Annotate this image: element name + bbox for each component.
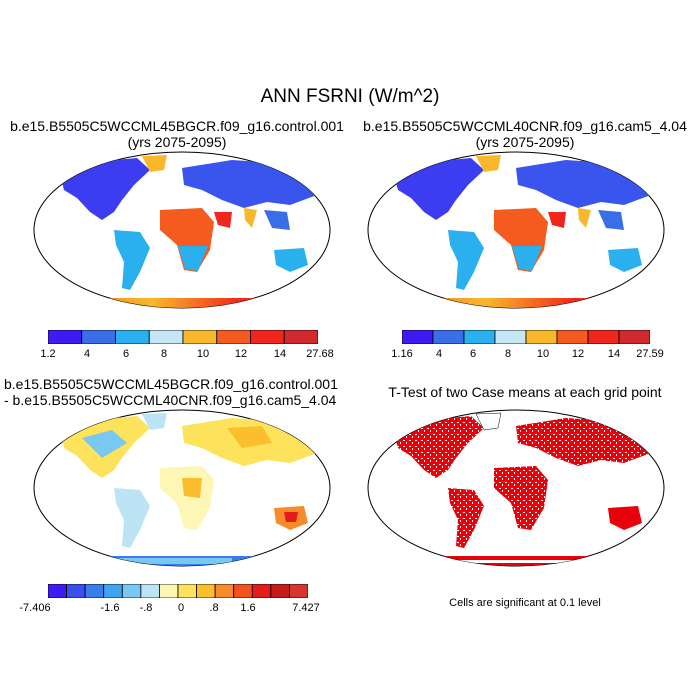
cbar2-label-1: 4	[435, 348, 443, 360]
cbar1-label-1: 4	[83, 348, 91, 360]
cbar3-label-6: 7.427	[292, 602, 320, 614]
colorbar-swatch	[525, 330, 558, 344]
africa-south	[178, 246, 208, 271]
panel-2-map	[367, 151, 665, 309]
cbar2-label-5: 12	[571, 348, 585, 360]
colorbar-swatch	[432, 330, 465, 344]
panel-2-colorbar	[402, 330, 650, 344]
cbar1-label-5: 12	[234, 348, 248, 360]
significance-note: Cells are significant at 0.1 level	[449, 597, 601, 609]
colorbar-swatch	[556, 330, 589, 344]
colorbar-swatch	[148, 330, 184, 344]
colorbar-swatch	[121, 584, 142, 598]
cbar2-label-6: 14	[607, 348, 621, 360]
panel-4-map	[367, 409, 665, 567]
cbar3-label-3: 0	[177, 602, 185, 614]
colorbar-swatch	[214, 584, 235, 598]
colorbar-swatch	[66, 584, 86, 598]
colorbar-swatch	[177, 584, 197, 598]
cbar3-label-2: -.8	[139, 602, 153, 614]
colorbar-swatch	[618, 330, 650, 344]
cbar1-label-6: 14	[273, 348, 287, 360]
se-asia	[264, 210, 290, 230]
colorbar-swatch	[140, 584, 160, 598]
cbar1-label-3: 8	[160, 348, 168, 360]
panel-4-title: T-Test of two Case means at each grid po…	[388, 384, 662, 400]
colorbar-swatch	[115, 330, 150, 344]
cbar1-label-7: 27.68	[306, 348, 334, 360]
india	[244, 208, 257, 228]
panel-3-title: b.e15.B5505C5WCCML45BGCR.f09_g16.control…	[4, 376, 338, 392]
colorbar-swatch	[48, 330, 83, 344]
cbar2-label-0: 1.16	[391, 348, 413, 360]
panel-2-subtitle: (yrs 2075-2095)	[475, 134, 575, 150]
colorbar-swatch	[250, 330, 285, 344]
colorbar-swatch	[84, 584, 105, 598]
colorbar-swatch	[283, 330, 318, 344]
cbar1-label-2: 6	[122, 348, 130, 360]
antarctica	[34, 298, 330, 308]
colorbar-swatch	[196, 584, 216, 598]
colorbar-swatch	[81, 330, 116, 344]
colorbar-swatch	[270, 584, 290, 598]
australia	[274, 248, 308, 272]
cbar2-label-2: 6	[469, 348, 477, 360]
cbar1-label-4: 10	[196, 348, 210, 360]
arabia	[214, 212, 232, 228]
colorbar-swatch	[182, 330, 218, 344]
colorbar-swatch	[494, 330, 527, 344]
cbar2-label-4: 10	[536, 348, 550, 360]
panel-3-colorbar-labels: -7.406 -1.6 -.8 0 .8 1.6 7.427	[0, 602, 350, 616]
panel-3-subtitle: - b.e15.B5505C5WCCML40CNR.f09_g16.cam5_4…	[4, 392, 337, 408]
figure-title: ANN FSRNI (W/m^2)	[260, 86, 440, 107]
panel-2-title: b.e15.B5505C5WCCML40CNR.f09_g16.cam5_4.0…	[363, 118, 687, 134]
cbar3-label-0: -7.406	[19, 602, 51, 614]
panel-3-map	[33, 409, 331, 567]
colorbar-swatch	[402, 330, 434, 344]
cbar3-label-1: -1.6	[100, 602, 120, 614]
colorbar-swatch	[48, 584, 67, 598]
cbar2-label-7: 27.59	[636, 348, 664, 360]
colorbar-swatch	[463, 330, 496, 344]
cbar3-label-4: .8	[209, 602, 219, 614]
colorbar-swatch	[216, 330, 251, 344]
panel-1-colorbar-labels: 1.2 4 6 8 10 12 14 27.68	[0, 348, 350, 362]
panel-1-subtitle: (yrs 2075-2095)	[127, 134, 227, 150]
colorbar-swatch	[103, 584, 123, 598]
north-america	[60, 158, 150, 220]
panel-1-map	[33, 151, 331, 309]
south-america	[114, 230, 150, 290]
cbar2-label-3: 8	[504, 348, 512, 360]
colorbar-swatch	[289, 584, 308, 598]
panel-1-colorbar	[48, 330, 318, 344]
colorbar-swatch	[251, 584, 272, 598]
colorbar-swatch	[159, 584, 179, 598]
cbar3-label-5: 1.6	[240, 602, 256, 614]
greenland	[142, 155, 167, 172]
panel-1-title: b.e15.B5505C5WCCML45BGCR.f09_g16.control…	[10, 118, 344, 134]
panel-2-colorbar-labels: 1.16 4 6 8 10 12 14 27.59	[350, 348, 700, 362]
panel-3-colorbar	[48, 584, 308, 598]
cbar1-label-0: 1.2	[40, 348, 56, 360]
colorbar-swatch	[233, 584, 253, 598]
colorbar-swatch	[587, 330, 620, 344]
